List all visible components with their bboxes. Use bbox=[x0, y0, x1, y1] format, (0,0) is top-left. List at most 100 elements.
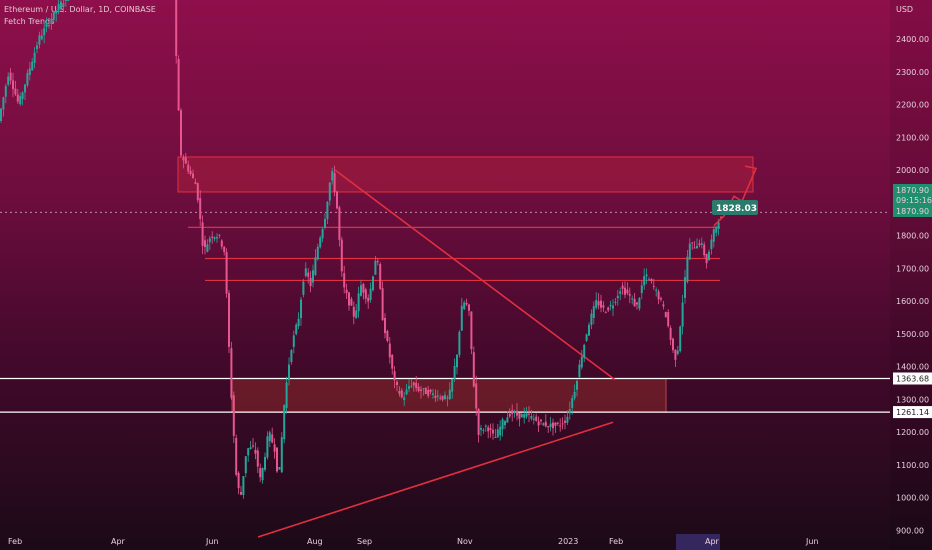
x-tick-label: Feb bbox=[8, 537, 22, 546]
candle-body bbox=[566, 416, 569, 423]
projection-arrowhead bbox=[744, 165, 758, 176]
candle-body bbox=[175, 0, 178, 56]
candle-body bbox=[434, 395, 437, 399]
candle-body bbox=[362, 283, 365, 293]
candle-body bbox=[631, 298, 634, 300]
last-price-value-2: 1870.90 bbox=[896, 207, 929, 216]
y-tick-label: 2000.00 bbox=[896, 166, 929, 175]
x-tick-label: 2023 bbox=[558, 537, 578, 546]
candle-body bbox=[240, 492, 242, 495]
candle-body bbox=[676, 350, 679, 355]
x-tick-label: Apr bbox=[111, 537, 126, 546]
candle-body bbox=[223, 246, 226, 252]
candle-body bbox=[720, 216, 722, 218]
candle-body bbox=[388, 343, 391, 358]
candle-body bbox=[199, 198, 202, 219]
level-label-box bbox=[893, 406, 932, 419]
candle-body bbox=[247, 448, 250, 456]
candle-body bbox=[544, 421, 547, 427]
candle-body bbox=[597, 301, 600, 306]
y-tick-label: 2400.00 bbox=[896, 35, 929, 44]
candle-body bbox=[580, 356, 583, 368]
candle-body bbox=[487, 427, 490, 432]
candle-body bbox=[645, 274, 648, 277]
candle-body bbox=[331, 170, 334, 181]
candle-body bbox=[204, 240, 206, 248]
candle-body bbox=[698, 243, 701, 246]
candle-body bbox=[187, 164, 190, 172]
candle-body bbox=[662, 304, 665, 307]
candle-body bbox=[717, 222, 720, 229]
candle-body bbox=[225, 252, 228, 294]
candle-body bbox=[230, 348, 233, 398]
candle-body bbox=[381, 288, 384, 321]
candle-body bbox=[283, 404, 286, 440]
ascending-trendline bbox=[257, 421, 614, 538]
candle-body bbox=[672, 338, 674, 351]
candle-body bbox=[304, 268, 307, 276]
candle-body bbox=[45, 23, 48, 28]
candle-body bbox=[252, 445, 254, 447]
candle-body bbox=[463, 302, 466, 310]
candle-body bbox=[655, 289, 658, 291]
candle-body bbox=[657, 291, 660, 300]
candle-body bbox=[364, 289, 367, 299]
currency-label: USD bbox=[896, 5, 913, 14]
candle-body bbox=[33, 52, 36, 63]
candle-body bbox=[664, 311, 667, 318]
candle-body bbox=[681, 302, 684, 327]
x-tick-label: Aug bbox=[307, 537, 323, 546]
candle-body bbox=[650, 278, 653, 282]
candle-body bbox=[324, 218, 326, 228]
candle-body bbox=[295, 324, 298, 335]
candle-body bbox=[194, 182, 197, 185]
candle-body bbox=[213, 237, 216, 239]
candle-body bbox=[369, 288, 372, 300]
candle-body bbox=[396, 381, 398, 386]
candle-body bbox=[307, 272, 310, 277]
candle-body bbox=[2, 97, 5, 110]
candle-body bbox=[0, 108, 2, 121]
candle-body bbox=[556, 422, 559, 424]
candle-body bbox=[456, 354, 458, 368]
candle-body bbox=[513, 411, 516, 413]
x-tick-label: Sep bbox=[357, 537, 372, 546]
candle-body bbox=[573, 391, 576, 399]
candle-body bbox=[583, 344, 586, 358]
candle-body bbox=[259, 468, 262, 478]
candle-body bbox=[189, 170, 192, 174]
candle-body bbox=[648, 279, 650, 281]
candle-body bbox=[568, 409, 571, 414]
candle-body bbox=[559, 425, 562, 427]
x-tick-label: Apr bbox=[705, 537, 720, 546]
candle-body bbox=[705, 253, 708, 264]
candle-body bbox=[67, 0, 70, 1]
candle-body bbox=[50, 18, 53, 24]
candle-body bbox=[667, 312, 670, 327]
candle-body bbox=[535, 416, 538, 421]
candle-body bbox=[31, 61, 34, 71]
candle-body bbox=[357, 293, 360, 312]
candle-body bbox=[554, 422, 557, 426]
candle-body bbox=[271, 434, 274, 443]
candle-body bbox=[412, 382, 415, 386]
candle-body bbox=[427, 389, 430, 396]
candle-body bbox=[609, 304, 612, 307]
candle-body bbox=[600, 300, 602, 308]
candle-body bbox=[276, 447, 278, 472]
candle-body bbox=[55, 10, 58, 14]
x-tick-label: Feb bbox=[609, 537, 623, 546]
candle-body bbox=[268, 432, 271, 442]
x-tick-label: Nov bbox=[457, 537, 473, 546]
candle-body bbox=[458, 331, 461, 355]
candle-body bbox=[338, 207, 341, 241]
candle-body bbox=[585, 334, 588, 341]
candle-body bbox=[415, 382, 418, 389]
candle-body bbox=[432, 393, 434, 395]
candle-body bbox=[314, 257, 317, 275]
candle-body bbox=[652, 286, 655, 288]
candle-body bbox=[393, 371, 396, 381]
candle-body bbox=[182, 157, 185, 161]
